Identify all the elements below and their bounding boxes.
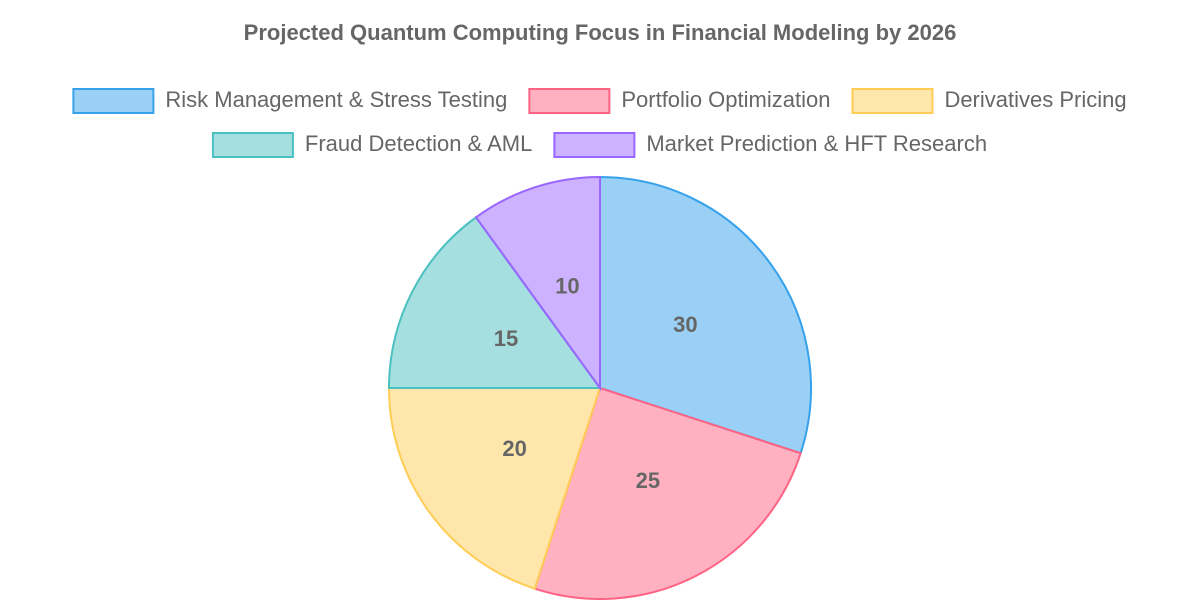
data-label: 15 — [494, 326, 518, 351]
legend-swatch — [851, 88, 934, 114]
data-label: 20 — [502, 436, 526, 461]
legend-item[interactable]: Derivatives Pricing — [851, 87, 1127, 114]
legend-swatch — [528, 88, 611, 114]
data-label: 25 — [636, 468, 660, 493]
pie-slice — [599, 175, 812, 455]
legend-swatch — [72, 88, 155, 114]
data-label: 10 — [555, 273, 579, 298]
legend-item[interactable]: Market Prediction & HFT Research — [553, 131, 987, 158]
legend-label: Fraud Detection & AML — [305, 131, 532, 156]
legend-swatch — [211, 132, 294, 158]
pie-slice — [387, 387, 602, 590]
legend-label: Derivatives Pricing — [944, 87, 1126, 112]
legend-item[interactable]: Fraud Detection & AML — [211, 131, 532, 158]
legend-item[interactable]: Risk Management & Stress Testing — [72, 87, 507, 114]
legend-label: Market Prediction & HFT Research — [646, 131, 987, 156]
legend-item[interactable]: Portfolio Optimization — [528, 87, 830, 114]
pie-slice — [474, 175, 601, 392]
pie-slice — [533, 386, 802, 600]
legend-label: Risk Management & Stress Testing — [165, 87, 507, 112]
pie-slice — [387, 215, 602, 389]
legend-swatch — [553, 132, 636, 158]
data-label: 30 — [673, 312, 697, 337]
legend-label: Portfolio Optimization — [621, 87, 830, 112]
chart-title: Projected Quantum Computing Focus in Fin… — [244, 20, 957, 45]
